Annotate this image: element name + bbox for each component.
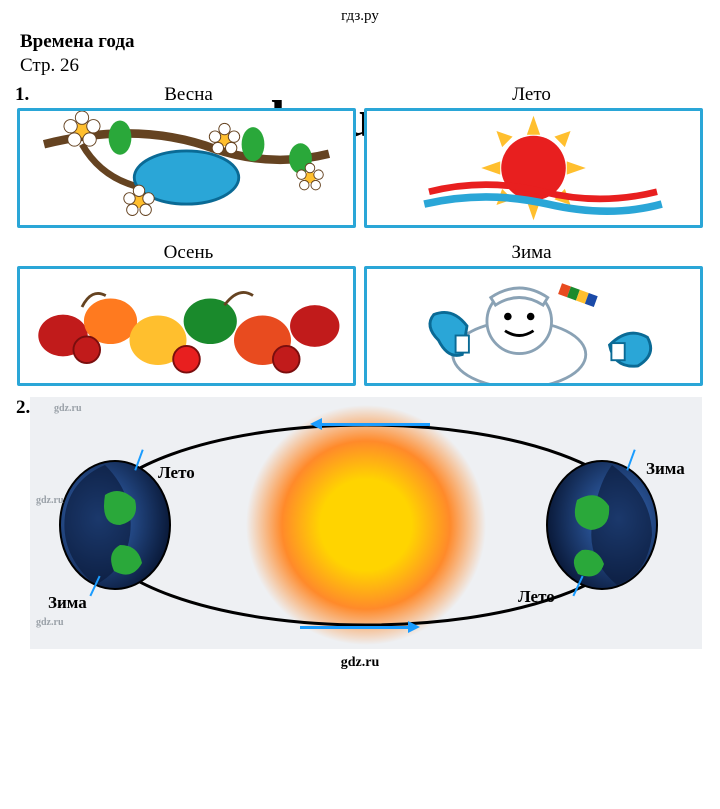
orbit-label-right-winter: Зима <box>646 459 685 479</box>
season-label-spring: Весна <box>17 84 360 106</box>
page-reference: Стр. 26 <box>20 55 704 77</box>
exercise-2-number: 2. <box>16 397 30 419</box>
site-footer: gdz.ru <box>16 655 704 671</box>
topic-title: Времена года <box>20 31 704 53</box>
season-label-summer: Лето <box>360 84 703 106</box>
season-label-autumn: Осень <box>17 242 360 264</box>
exercise-2: 2. <box>16 397 704 649</box>
orbit-label-right-summer: Лето <box>518 587 555 607</box>
exercise-1: 1. Весна Лето <box>16 83 704 387</box>
orbit-label-left-winter: Зима <box>48 593 87 613</box>
orbit-label-left-summer: Лето <box>158 463 195 483</box>
orbit-arrow-bottom <box>300 626 410 629</box>
card-spring <box>17 108 356 228</box>
orbit-diagram: Лето Зима Зима Лето gdz.ru gdz.ru gdz.ru <box>30 397 702 649</box>
orbit-arrow-top <box>320 423 430 426</box>
exercise-1-number: 1. <box>15 84 29 106</box>
season-label-winter: Зима <box>360 242 703 264</box>
card-winter <box>364 266 703 386</box>
card-autumn <box>17 266 356 386</box>
site-header: гдз.ру <box>16 8 704 25</box>
card-summer <box>364 108 703 228</box>
